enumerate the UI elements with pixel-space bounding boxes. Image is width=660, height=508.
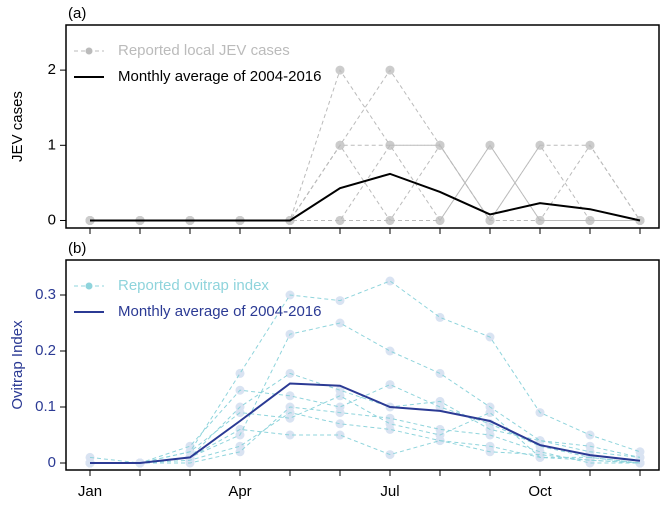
data-point: [335, 430, 345, 440]
series-line: [90, 322, 641, 464]
data-point: [385, 276, 395, 286]
series-line: [90, 428, 641, 464]
data-point: [335, 385, 345, 395]
y-tick-label: 2: [48, 61, 56, 78]
series-line: [90, 395, 641, 464]
data-point: [235, 441, 245, 451]
x-tick-label: Jul: [380, 483, 399, 500]
series-line: [90, 172, 641, 222]
data-point: [285, 391, 295, 401]
x-tick-label: Apr: [228, 483, 251, 500]
y-axis-label: Ovitrap Index: [9, 320, 26, 410]
data-point: [585, 455, 595, 465]
y-axis-label: JEV cases: [9, 91, 26, 162]
data-point: [385, 424, 395, 434]
data-point: [285, 430, 295, 440]
y-tick-label: 1: [48, 136, 56, 153]
legend-label: Reported local JEV cases: [118, 42, 290, 59]
series-line: [90, 406, 640, 464]
y-tick-label: 0: [48, 454, 56, 471]
y-tick-label: 0.1: [35, 398, 56, 415]
x-tick-label: Jan: [78, 483, 102, 500]
y-tick-label: 0.3: [35, 286, 56, 303]
y-tick-label: 0.2: [35, 342, 56, 359]
legend-label: Monthly average of 2004-2016: [118, 68, 321, 85]
data-point: [435, 312, 445, 322]
y-tick-label: 0: [48, 211, 56, 228]
series-line: [90, 384, 641, 464]
legend-label: Reported ovitrap index: [118, 277, 269, 294]
data-point: [335, 215, 345, 225]
data-point: [535, 436, 545, 446]
x-tick-label: Oct: [528, 483, 552, 500]
panel-label: (b): [68, 240, 86, 257]
data-point: [235, 368, 245, 378]
legend-label: Monthly average of 2004-2016: [118, 303, 321, 320]
data-point: [385, 346, 395, 356]
data-point: [335, 419, 345, 429]
legend-marker: [85, 47, 93, 55]
series-line: [90, 382, 641, 464]
plot-frame: [65, 24, 660, 229]
series-line: [90, 412, 641, 464]
series-line: [90, 144, 640, 222]
panel-label: (a): [68, 5, 86, 22]
data-point: [385, 380, 395, 390]
legend-marker: [85, 282, 93, 290]
plot-frame: [65, 259, 660, 471]
